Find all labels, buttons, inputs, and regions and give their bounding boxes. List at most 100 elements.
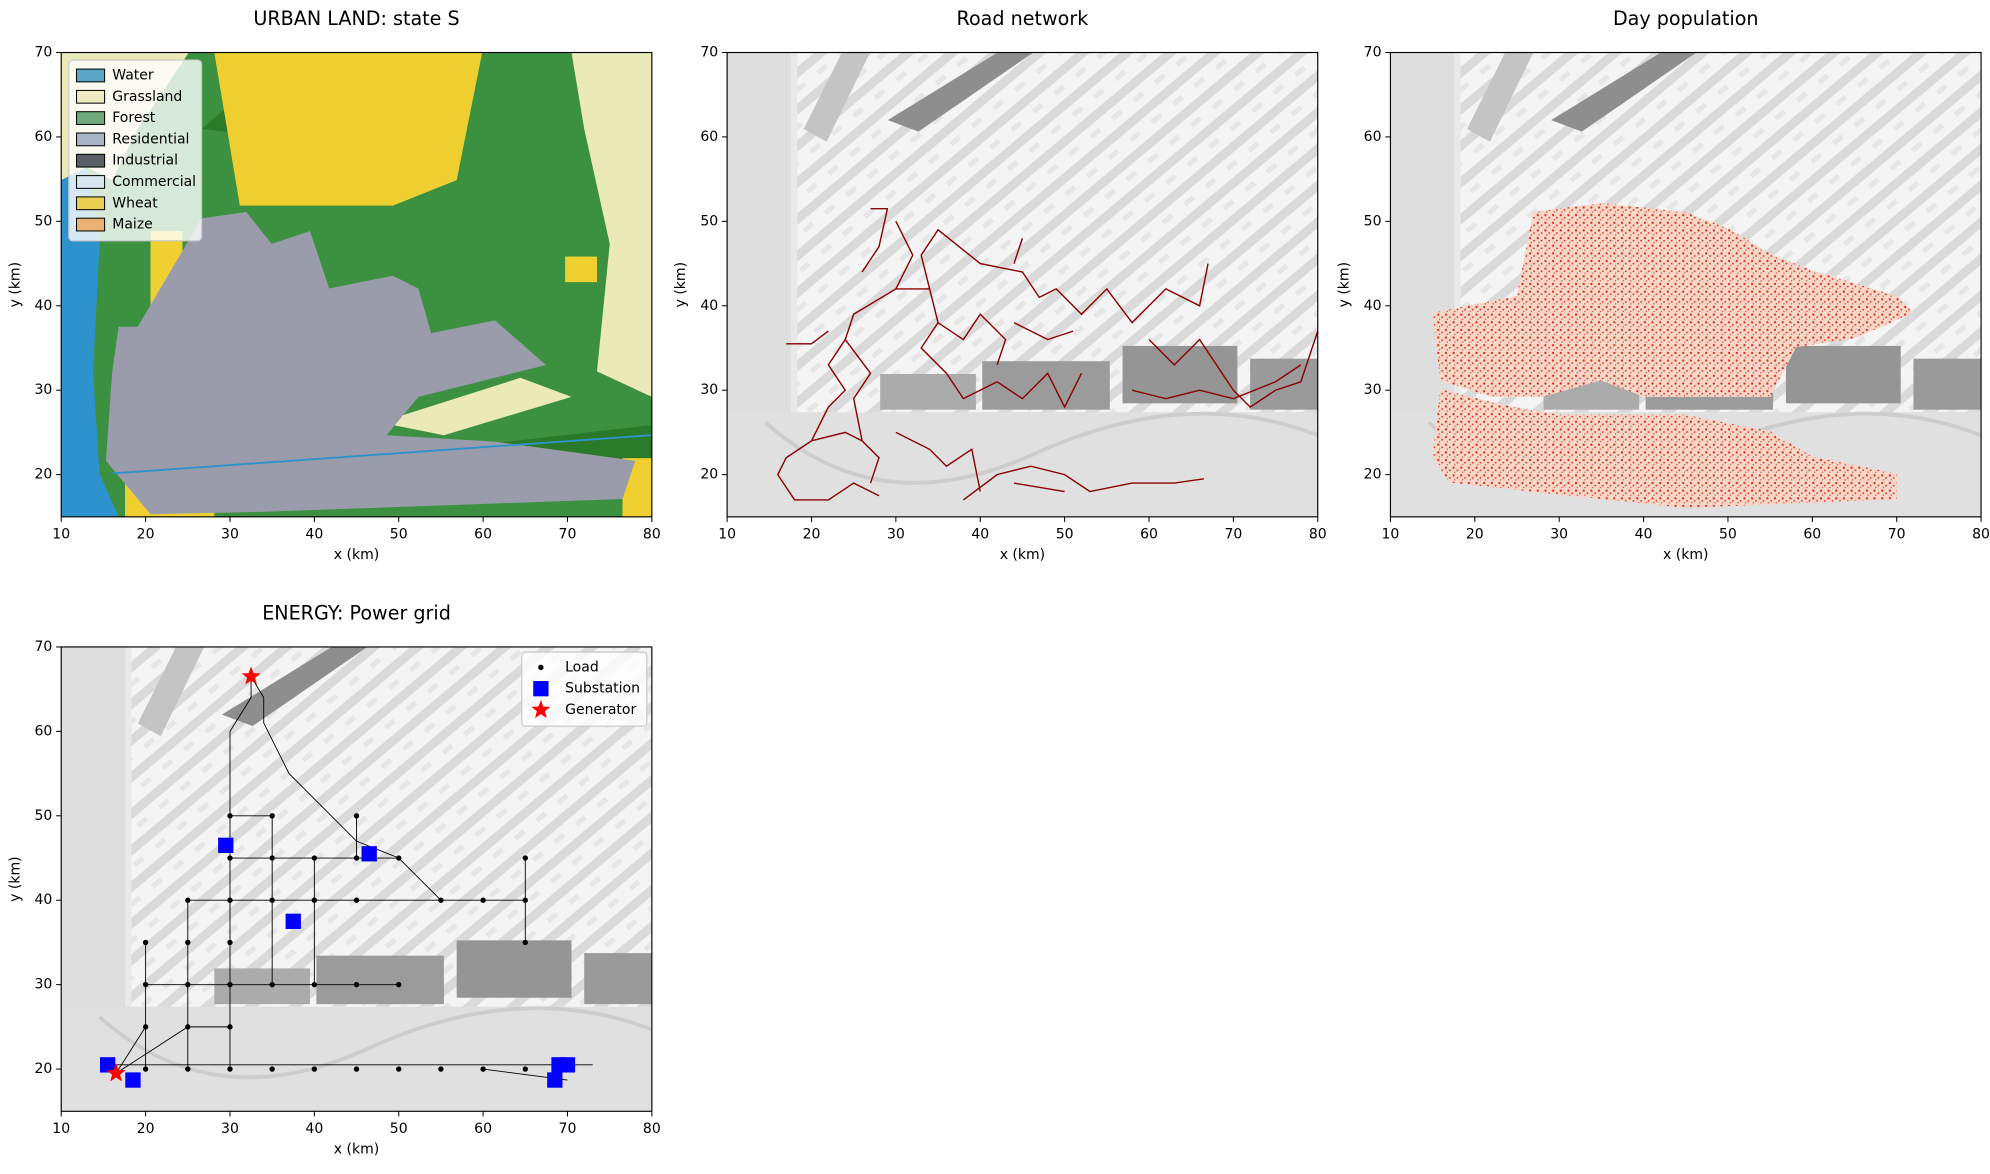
- load-marker: [480, 1066, 486, 1072]
- x-tick-label: 40: [305, 527, 323, 543]
- legend-swatch: [76, 89, 106, 104]
- x-axis-label: x (km): [1663, 547, 1708, 563]
- load-marker: [227, 897, 233, 903]
- load-marker: [227, 981, 233, 988]
- load-marker: [396, 981, 402, 988]
- y-tick-label: 60: [34, 129, 52, 145]
- x-tick-label: 50: [1719, 527, 1737, 543]
- y-tick-label: 40: [34, 892, 52, 908]
- population-art: [1432, 203, 1914, 508]
- x-tick-label: 40: [1635, 527, 1653, 543]
- load-marker: [269, 813, 275, 819]
- load-marker: [185, 1066, 191, 1072]
- y-tick-label: 40: [700, 298, 718, 314]
- x-tick-label: 70: [1224, 527, 1242, 543]
- x-tick-label: 30: [887, 527, 905, 543]
- chart-title: Road network: [957, 7, 1090, 30]
- chart-title: URBAN LAND: state S: [253, 7, 459, 30]
- load-marker: [185, 1024, 191, 1030]
- y-axis-label: y (km): [7, 856, 23, 901]
- substation-marker: [559, 1057, 576, 1073]
- y-tick-label: 30: [34, 382, 52, 398]
- x-tick-label: 10: [1382, 527, 1400, 543]
- x-tick-label: 80: [643, 1121, 661, 1137]
- load-marker: [522, 897, 528, 903]
- x-axis-label: x (km): [334, 1142, 379, 1158]
- x-tick-label: 80: [643, 527, 661, 543]
- y-tick-label: 60: [700, 129, 718, 145]
- chart-title: Day population: [1613, 7, 1759, 30]
- chart-title: ENERGY: Power grid: [262, 601, 451, 624]
- substation-marker: [361, 846, 377, 862]
- y-tick-label: 70: [34, 45, 52, 61]
- x-tick-label: 40: [971, 527, 989, 543]
- legend-label: Residential: [112, 131, 189, 147]
- legend-label: Load: [565, 659, 599, 675]
- legend-swatch: [76, 175, 106, 189]
- load-marker: [438, 1066, 444, 1072]
- load-marker: [269, 1066, 275, 1072]
- substation-marker: [547, 1072, 563, 1088]
- load-marker: [142, 939, 149, 946]
- y-tick-label: 20: [34, 1061, 52, 1077]
- legend-label: Grassland: [112, 89, 182, 105]
- load-marker: [185, 897, 191, 903]
- load-marker: [522, 855, 528, 861]
- y-tick-label: 40: [34, 298, 52, 314]
- y-tick-label: 50: [34, 808, 52, 824]
- legend-swatch: [76, 111, 106, 125]
- legend-label: Industrial: [112, 153, 178, 169]
- load-marker: [185, 939, 191, 946]
- generator-marker: [531, 700, 551, 719]
- legend-label: Wheat: [112, 195, 158, 211]
- load-marker: [227, 939, 233, 946]
- landuse-art: [61, 52, 652, 517]
- load-marker: [353, 1066, 360, 1072]
- y-tick-label: 30: [34, 977, 52, 993]
- x-tick-label: 70: [559, 527, 577, 543]
- x-tick-label: 20: [137, 1121, 155, 1137]
- x-tick-label: 10: [718, 527, 736, 543]
- load-marker: [311, 1066, 318, 1072]
- legend-swatch: [76, 68, 106, 83]
- y-tick-label: 50: [34, 213, 52, 229]
- load-marker: [353, 855, 360, 861]
- legend: Load Substation Generator: [521, 651, 648, 727]
- legend-label: Maize: [112, 217, 153, 233]
- x-tick-label: 50: [390, 527, 408, 543]
- x-tick-label: 50: [1056, 527, 1074, 543]
- load-marker: [396, 855, 402, 861]
- x-tick-label: 20: [137, 527, 155, 543]
- load-marker: [522, 1066, 528, 1072]
- legend: Water Grassland Forest Residential Industria…: [68, 59, 203, 242]
- substation-marker: [218, 837, 234, 854]
- load-marker: [142, 981, 149, 988]
- load-marker: [480, 897, 486, 903]
- y-axis-label: y (km): [7, 262, 23, 307]
- legend-swatch: [76, 132, 106, 147]
- load-marker: [142, 1066, 149, 1072]
- load-marker: [269, 981, 275, 988]
- legend-label: Substation: [565, 681, 640, 697]
- y-tick-label: 20: [700, 467, 718, 483]
- x-tick-label: 60: [474, 527, 492, 543]
- y-tick-label: 20: [1364, 467, 1382, 483]
- axes-frame: [60, 51, 653, 518]
- y-tick-label: 40: [1364, 298, 1382, 314]
- y-tick-label: 70: [700, 45, 718, 61]
- load-marker: [269, 897, 275, 903]
- y-axis-label: y (km): [673, 262, 689, 307]
- legend-swatch: [76, 153, 106, 168]
- terrain: [727, 52, 1318, 517]
- load-marker: [396, 1066, 402, 1072]
- y-tick-label: 60: [34, 723, 52, 739]
- x-tick-label: 30: [221, 1121, 239, 1137]
- y-tick-label: 30: [700, 382, 718, 398]
- x-tick-label: 30: [221, 527, 239, 543]
- legend-label: Generator: [565, 702, 636, 718]
- axes-frame: [60, 646, 653, 1112]
- substation-marker: [533, 681, 549, 697]
- axes-frame: [726, 51, 1319, 518]
- x-tick-label: 60: [1140, 527, 1158, 543]
